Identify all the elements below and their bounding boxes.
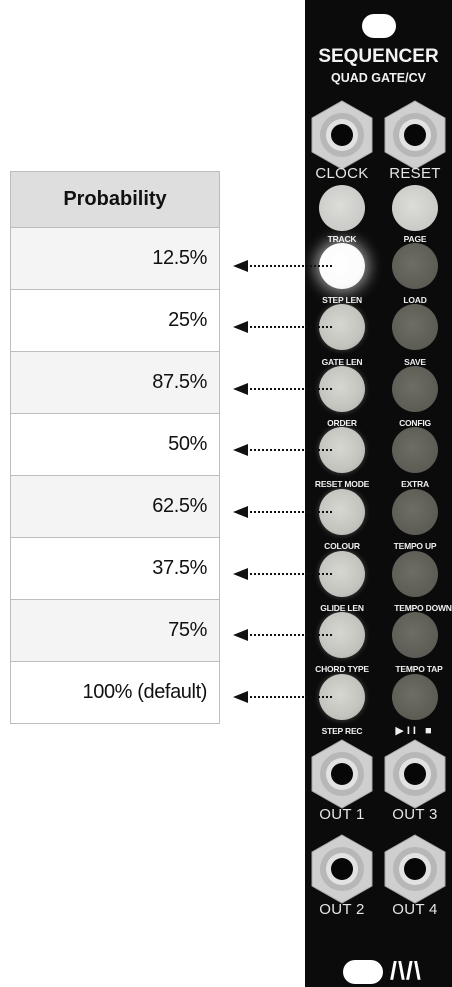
button-label-gate-len: GATE LEN	[321, 357, 363, 367]
play-stop-icon: ▶II ■	[395, 725, 435, 737]
module-subtitle: QUAD GATE/CV	[331, 71, 426, 85]
jack-label-out3: OUT 3	[392, 806, 438, 823]
clock-button[interactable]	[319, 185, 365, 231]
save-button[interactable]	[392, 366, 438, 412]
reset-jack[interactable]	[380, 100, 450, 170]
load-button[interactable]	[392, 304, 438, 350]
pointer-arrow	[233, 260, 334, 272]
jack-label-reset: RESET	[389, 165, 441, 182]
button-label-tempo-up: TEMPO UP	[393, 541, 437, 551]
jack-label-clock: CLOCK	[315, 165, 369, 182]
clock-jack[interactable]	[307, 100, 377, 170]
out3-jack[interactable]	[380, 739, 450, 809]
button-label-track: TRACK	[327, 234, 357, 244]
button-label-config: CONFIG	[399, 418, 431, 428]
table-row: 12.5%	[10, 227, 220, 290]
page-button[interactable]	[392, 243, 438, 289]
button-label-load: LOAD	[403, 295, 427, 305]
button-label-glide-len: GLIDE LEN	[320, 603, 364, 613]
button-label-reset-mode: RESET MODE	[314, 479, 370, 489]
out4-jack[interactable]	[380, 834, 450, 904]
table-row: 37.5%	[10, 537, 220, 600]
table-row: 100% (default)	[10, 661, 220, 724]
table-row: 75%	[10, 599, 220, 662]
button-label-step-len: STEP LEN	[322, 295, 362, 305]
pointer-arrow	[233, 691, 334, 703]
table-row: 50%	[10, 413, 220, 476]
extra-button[interactable]	[392, 489, 438, 535]
button-label-colour: COLOUR	[324, 541, 360, 551]
config-button[interactable]	[392, 427, 438, 473]
pointer-arrow	[233, 629, 334, 641]
button-label-extra: EXTRA	[401, 479, 429, 489]
jack-label-out1: OUT 1	[319, 806, 365, 823]
button-label-chord-type: CHORD TYPE	[315, 664, 369, 674]
button-label-save: SAVE	[404, 357, 426, 367]
module-title: SEQUENCER	[318, 46, 439, 67]
button-label-tempo-down: TEMPO DOWN	[394, 603, 452, 613]
out2-jack[interactable]	[307, 834, 377, 904]
tempo-down-button[interactable]	[392, 612, 438, 658]
pointer-arrow	[233, 506, 334, 518]
button-label-order: ORDER	[327, 418, 357, 428]
probability-table: Probability 12.5% 25% 87.5% 50% 62.5% 37…	[10, 171, 220, 724]
pointer-arrow	[233, 444, 334, 456]
table-row: 87.5%	[10, 351, 220, 414]
table-row: 62.5%	[10, 475, 220, 538]
button-label-step-rec: STEP REC	[321, 726, 363, 736]
reset-button[interactable]	[392, 185, 438, 231]
out1-jack[interactable]	[307, 739, 377, 809]
button-label-page: PAGE	[403, 234, 427, 244]
pointer-arrow	[233, 321, 334, 333]
tempo-tap-button[interactable]	[392, 674, 438, 720]
pointer-arrow	[233, 383, 334, 395]
pointer-arrow	[233, 568, 334, 580]
jack-label-out4: OUT 4	[392, 901, 438, 918]
button-label-tempo-tap: TEMPO TAP	[395, 664, 443, 674]
mounting-slot	[362, 14, 396, 38]
mounting-slot-bottom	[343, 960, 383, 984]
brand-logo: /\/\	[390, 957, 422, 985]
tempo-up-button[interactable]	[392, 551, 438, 597]
table-header: Probability	[10, 171, 220, 228]
jack-label-out2: OUT 2	[319, 901, 365, 918]
